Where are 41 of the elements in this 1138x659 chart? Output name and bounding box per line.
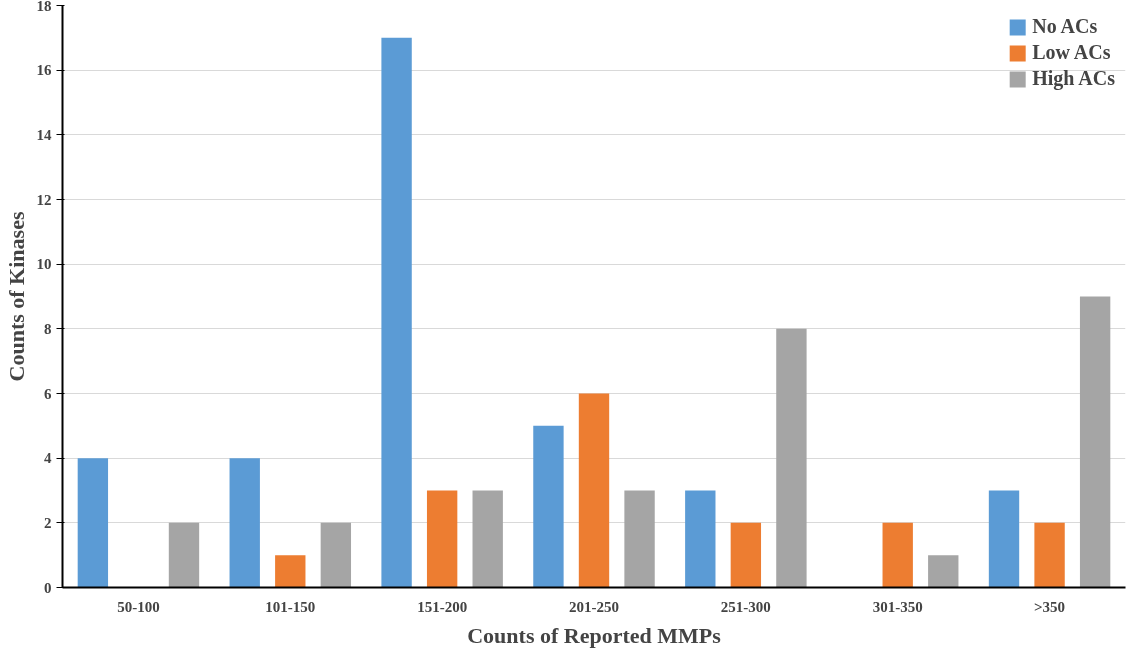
bar <box>928 555 959 588</box>
bar <box>426 490 458 588</box>
bar <box>776 328 807 588</box>
y-tick-label: 4 <box>44 450 52 467</box>
x-tick-label: 151-200 <box>417 598 468 615</box>
bar <box>472 490 503 588</box>
y-tick-label: 6 <box>44 385 52 402</box>
bar <box>578 393 610 588</box>
y-axis-title: Counts of Kinases <box>3 211 29 382</box>
x-tick-label: 251-300 <box>720 598 771 615</box>
y-tick-label: 2 <box>44 514 52 531</box>
x-tick-label: >350 <box>1034 598 1066 615</box>
bar <box>533 425 564 588</box>
legend-label: Low ACs <box>1032 41 1111 64</box>
y-tick-label: 14 <box>36 126 52 143</box>
bar <box>1034 522 1065 588</box>
bar <box>77 458 109 588</box>
x-tick-label: 301-350 <box>872 598 923 615</box>
x-tick-label: 201-250 <box>569 598 619 615</box>
legend-label: No ACs <box>1032 15 1098 38</box>
y-tick-label: 10 <box>36 256 52 273</box>
y-tick-label: 8 <box>44 320 52 337</box>
y-tick-label: 18 <box>36 0 52 14</box>
bar <box>229 458 260 588</box>
y-tick-label: 16 <box>36 62 52 79</box>
bar <box>320 522 352 588</box>
bar <box>1079 296 1111 588</box>
bar <box>168 522 200 588</box>
y-tick-label: 12 <box>36 191 52 208</box>
legend-label: High ACs <box>1032 67 1115 90</box>
bar <box>988 490 1020 588</box>
y-tick-label: 0 <box>44 579 52 596</box>
bar <box>882 522 913 588</box>
x-tick-label: 101-150 <box>265 598 316 615</box>
bar <box>381 37 412 588</box>
bar <box>685 490 716 588</box>
bar <box>275 555 306 588</box>
x-axis-title: Counts of Reported MMPs <box>467 622 722 648</box>
x-tick-label: 50-100 <box>117 598 160 615</box>
bar <box>730 522 762 588</box>
bar <box>624 490 655 588</box>
